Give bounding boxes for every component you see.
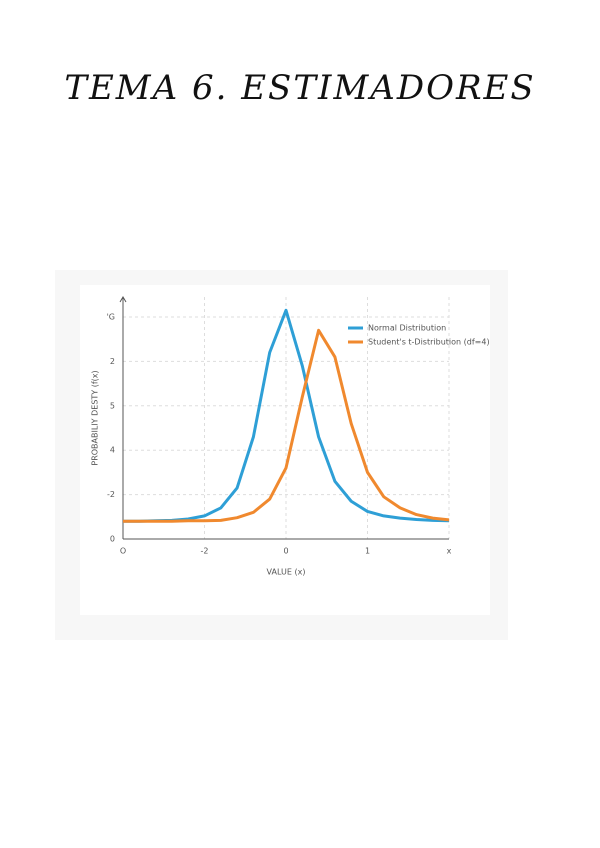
x-tick-label: 0 [283,547,288,556]
x-axis-label: VALUE (x) [267,568,306,577]
y-tick-label: 0 [110,535,115,544]
x-tick-label: x [447,547,452,556]
x-tick-label: O [120,547,126,556]
y-tick-label: 4 [110,446,115,455]
y-axis-arrow [119,296,127,303]
series-line [123,328,450,523]
y-tick-label: 'G [107,312,115,321]
y-tick-label: 2 [110,357,115,366]
legend-label: Student's t-Distribution (df=4) [368,338,490,347]
y-tick-label: -2 [107,490,115,499]
page-title: TEMA 6. ESTIMADORES [64,68,536,108]
legend-label: Normal Distribution [368,324,446,333]
y-tick-label: 5 [110,401,115,410]
x-tick-label: -2 [201,547,209,556]
x-tick-label: 1 [365,547,370,556]
y-axis-label: PROBABILIY DESTY (f(x) [91,370,100,465]
